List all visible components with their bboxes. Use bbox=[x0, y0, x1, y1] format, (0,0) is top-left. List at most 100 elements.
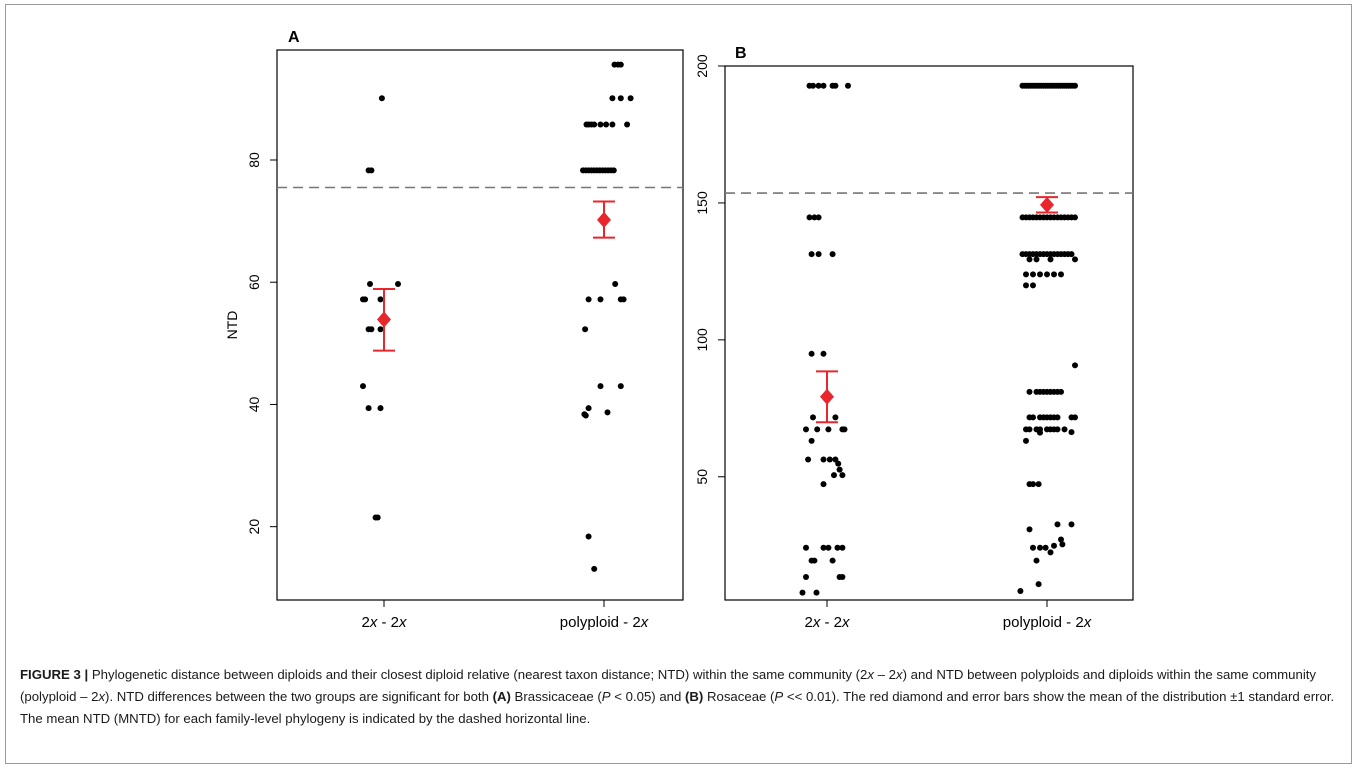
panel-b-data-point bbox=[803, 426, 809, 433]
panel-b-data-point bbox=[1037, 271, 1043, 278]
panel-a-mean-diamond bbox=[377, 311, 391, 328]
panel-b-data-point bbox=[1026, 426, 1033, 433]
panel-b-data-point bbox=[1061, 426, 1068, 433]
panel-b-x-tick-label: 2x - 2x bbox=[804, 614, 850, 631]
caption-panel-ref-b: (B) bbox=[685, 689, 704, 704]
panel-b-data-point bbox=[1068, 429, 1075, 436]
panel-b-data-point bbox=[831, 472, 837, 479]
panel-b-data-point bbox=[1023, 282, 1029, 289]
panel-b-data-point bbox=[1042, 544, 1049, 551]
panel-b-y-tick-label: 200 bbox=[694, 54, 710, 78]
panel-a-data-point bbox=[597, 296, 604, 303]
caption-text: 2 bbox=[91, 689, 99, 704]
panel-b-data-point bbox=[1059, 541, 1066, 548]
panel-b-data-point bbox=[1033, 557, 1040, 564]
caption-italic: x bbox=[896, 667, 903, 682]
panel-a-data-point bbox=[377, 296, 384, 303]
caption-p-symbol: P bbox=[774, 689, 784, 704]
panel-a-data-point bbox=[374, 514, 381, 521]
panel-b-data-point bbox=[810, 82, 816, 89]
panel-a-data-point bbox=[585, 533, 592, 540]
panel-a-data-point bbox=[620, 296, 627, 303]
panel-b-data-point bbox=[1058, 388, 1064, 395]
panel-b-data-point bbox=[1035, 581, 1042, 588]
panel-b-data-point bbox=[1030, 544, 1036, 551]
panel-b-data-point bbox=[1058, 536, 1064, 543]
caption-italic: x bbox=[98, 689, 106, 704]
caption-p-symbol: P bbox=[601, 689, 611, 704]
caption-text: ). NTD differences between the two group… bbox=[105, 689, 493, 704]
panel-a-data-point bbox=[603, 121, 610, 128]
panel-b-data-point bbox=[803, 573, 809, 580]
panel-b-data-point bbox=[820, 544, 827, 551]
panel-a-data-point bbox=[582, 326, 589, 333]
panel-b-data-point bbox=[799, 589, 806, 596]
panel-a-data-point bbox=[612, 281, 619, 288]
caption-italic: x bbox=[867, 667, 874, 682]
panel-a-data-point bbox=[617, 61, 624, 68]
panel-b-data-point bbox=[834, 544, 841, 551]
panel-b-data-point bbox=[1023, 437, 1029, 444]
panel-a-data-point bbox=[585, 296, 592, 303]
panel-b-data-point bbox=[1058, 271, 1064, 278]
panel-a-data-point bbox=[585, 405, 592, 412]
panel-a-data-point bbox=[609, 95, 616, 102]
caption-text: – bbox=[873, 667, 889, 682]
panel-b-plot-box bbox=[724, 65, 1134, 601]
figure-frame bbox=[5, 4, 1352, 764]
panel-b-data-point bbox=[813, 589, 820, 596]
panel-b-data-point bbox=[820, 456, 827, 463]
panel-a-y-tick-label: 60 bbox=[246, 274, 262, 290]
panel-b-data-point bbox=[815, 82, 822, 89]
panel-b-data-point bbox=[1026, 526, 1033, 533]
caption-text: Phylogenetic distance between diploids a… bbox=[88, 667, 861, 682]
panel-a-data-point bbox=[597, 383, 604, 390]
panel-a-data-point bbox=[362, 296, 369, 303]
panel-a-x-tick-label: polyploid - 2x bbox=[560, 614, 649, 631]
panel-b-data-point bbox=[815, 214, 822, 221]
panel-b-y-tick-label: 150 bbox=[694, 191, 710, 215]
panel-b-data-point bbox=[1026, 388, 1033, 395]
panel-b-data-point bbox=[1037, 429, 1043, 436]
panel-b-data-point bbox=[1051, 271, 1057, 278]
panel-b-data-point bbox=[829, 557, 836, 564]
panel-b-data-point bbox=[825, 426, 832, 433]
panel-a-y-tick-label: 80 bbox=[246, 152, 262, 168]
panel-b-data-point bbox=[832, 82, 839, 89]
panel-b-data-point bbox=[839, 573, 846, 580]
panel-b-data-point bbox=[1023, 271, 1029, 278]
caption-text: << 0.01). The red diamond and error bars… bbox=[20, 689, 1335, 726]
caption-panel-ref-a: (A) bbox=[492, 689, 511, 704]
caption-text: Brassicaceae ( bbox=[510, 689, 602, 704]
panel-b-data-point bbox=[815, 251, 822, 258]
panel-b-data-point bbox=[832, 414, 839, 421]
panel-b-data-point bbox=[1017, 587, 1024, 594]
panel-a-y-axis-label: NTD bbox=[224, 311, 240, 340]
panel-b-data-point bbox=[1035, 481, 1042, 488]
panel-a-data-point bbox=[597, 121, 604, 128]
caption-text: < 0.05) and bbox=[610, 689, 685, 704]
panel-b-label: B bbox=[735, 45, 747, 62]
panel-a-data-point bbox=[624, 121, 631, 128]
panel-b-data-point bbox=[1054, 521, 1061, 528]
panel-a-data-point bbox=[377, 326, 384, 333]
panel-b-data-point bbox=[814, 426, 821, 433]
panel-a-data-point bbox=[395, 281, 401, 288]
panel-b-data-point bbox=[841, 426, 848, 433]
panel-a-data-point bbox=[377, 405, 384, 412]
figure-plots: A 20 40 60 80 NTD 2x - 2x polyploid - 2x B 50 100 1… bbox=[224, 29, 1134, 631]
panel-b-data-point bbox=[820, 82, 827, 89]
panel-b-data-point bbox=[1068, 251, 1075, 258]
panel-b-data-point bbox=[1030, 271, 1036, 278]
panel-a-data-point bbox=[360, 383, 366, 390]
panel-a-y-tick-label: 20 bbox=[246, 519, 262, 535]
panel-a-x-tick-label: 2x - 2x bbox=[361, 614, 407, 631]
panel-a-label: A bbox=[288, 29, 300, 46]
panel-b-data-point bbox=[1030, 282, 1036, 289]
caption-text: 2 bbox=[860, 667, 868, 682]
panel-b-data-point bbox=[811, 214, 818, 221]
panel-b-data-point bbox=[805, 456, 812, 463]
caption-figure-label: FIGURE 3 | bbox=[20, 667, 89, 682]
panel-b-data-point bbox=[820, 481, 827, 488]
panel-b-data-point bbox=[1030, 481, 1036, 488]
